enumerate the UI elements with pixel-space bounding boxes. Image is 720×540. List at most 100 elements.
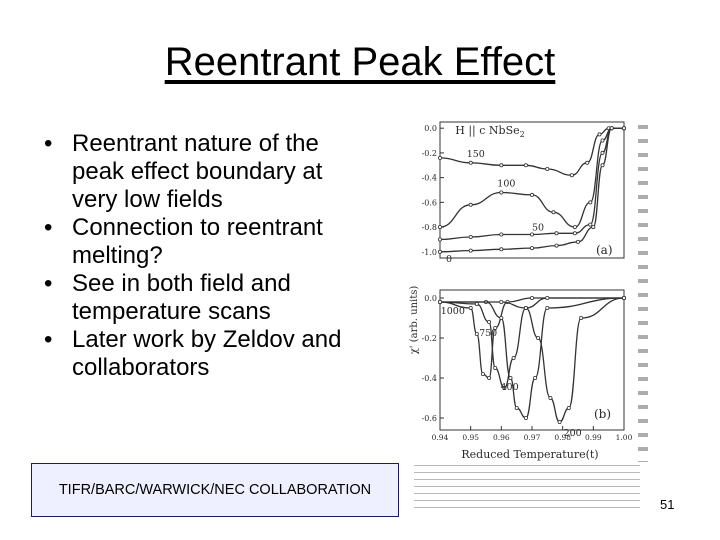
bullet-item: Connection to reentrant melting? [42,214,342,270]
data-point [438,225,443,230]
data-point [554,231,559,236]
series-line-150 [439,127,624,176]
data-point [468,160,473,165]
panel-b-curves [438,295,626,424]
series-line-100 [439,127,624,228]
data-point [468,202,473,207]
data-point [468,305,473,310]
data-point [533,375,538,380]
panel-a-label: (a) [596,243,613,257]
series-line-50 [439,127,624,241]
data-point [502,385,507,390]
panel-a-curve-labels: 150 100 50 0 [446,149,544,265]
y-axis-label: χ' (arb. units) [409,286,420,355]
data-point [554,243,559,248]
series-line-750 [439,297,624,389]
data-point [600,163,605,168]
y-tick-label: -0.4 [422,374,437,383]
data-point [600,150,605,155]
susceptibility-figure: χ' (arb. units) H || c NbSe2 (a) (b) Red… [409,121,633,461]
data-point [545,167,550,172]
data-point [523,415,528,420]
data-point [499,190,504,195]
data-point [499,232,504,237]
data-point [474,331,479,336]
figure-side-graphic [638,120,648,462]
data-point [536,335,541,340]
panel-a-ticks: 0.0 -0.2 -0.4 -0.6 -0.8 -1.0 [422,124,444,257]
curve-label: 0 [446,254,452,265]
bullet-item: See in both field and temperature scans [42,270,342,326]
data-point [529,246,534,251]
data-point [597,132,602,137]
data-point [572,231,577,236]
data-point [474,301,479,306]
data-point [499,163,504,168]
data-point [579,315,584,320]
slide-title: Reentrant Peak Effect [164,40,556,84]
data-point [529,192,534,197]
data-point [438,249,443,254]
data-point [499,315,504,320]
data-point [438,155,443,160]
data-point [557,419,562,424]
figure-caption-graphic [404,462,640,514]
data-point [575,239,580,244]
y-tick-label: -0.2 [422,334,437,343]
x-tick-label: 0.99 [585,433,602,442]
data-point [468,235,473,240]
data-point [588,222,593,227]
data-point [468,248,473,253]
data-point [545,295,550,300]
y-tick-label: -1.0 [422,248,437,257]
bullet-item: Reentrant nature of the peak effect boun… [42,130,342,214]
series-line-0 [439,127,624,253]
data-point [499,247,504,252]
x-tick-label: 0.95 [462,433,479,442]
data-point [493,365,498,370]
y-tick-label: -0.2 [422,149,437,158]
data-point [523,305,528,310]
data-point [572,225,577,230]
bullet-item: Later work by Zeldov and collaborators [42,326,342,382]
panel-a-curves [438,126,626,254]
data-point [487,319,492,324]
panel-a-header: H || c NbSe2 [455,124,524,139]
x-tick-label: 1.00 [616,433,633,442]
data-point [514,405,519,410]
panel-a-frame [439,121,625,259]
panel-b-ticks: 0.0-0.2-0.4-0.60.94 0.95 0.96 0.97 0.98 0.99 1… [422,294,633,442]
data-point [569,173,574,178]
data-point [529,232,534,237]
data-point [591,225,596,230]
curve-label: 100 [497,179,515,190]
x-tick-label: 0.94 [432,433,449,442]
x-tick-label: 0.98 [554,433,571,442]
collaboration-banner: TIFR/BARC/WARWICK/NEC COLLABORATION [31,463,399,517]
data-point [545,305,550,310]
curve-label: 150 [467,149,485,160]
y-tick-label: -0.6 [422,414,437,423]
data-point [529,295,534,300]
series-line-200 [439,297,625,423]
curve-label: 750 [479,328,497,339]
data-point [551,210,556,215]
page-number: 51 [660,497,675,512]
data-point [585,160,590,165]
data-point [566,405,571,410]
data-point [487,375,492,380]
data-point [621,126,626,131]
bullet-list: Reentrant nature of the peak effect boun… [42,130,342,382]
data-point [438,237,443,242]
x-tick-label: 0.97 [524,433,541,442]
data-point [600,138,605,143]
series-line-400 [439,297,625,419]
curve-label: 400 [501,382,519,393]
x-tick-label: 0.96 [493,433,510,442]
panel-b-label: (b) [594,407,611,421]
data-point [499,299,504,304]
y-tick-label: 0.0 [424,124,437,133]
data-point [548,395,553,400]
curve-label: 50 [532,223,544,234]
data-point [508,375,513,380]
